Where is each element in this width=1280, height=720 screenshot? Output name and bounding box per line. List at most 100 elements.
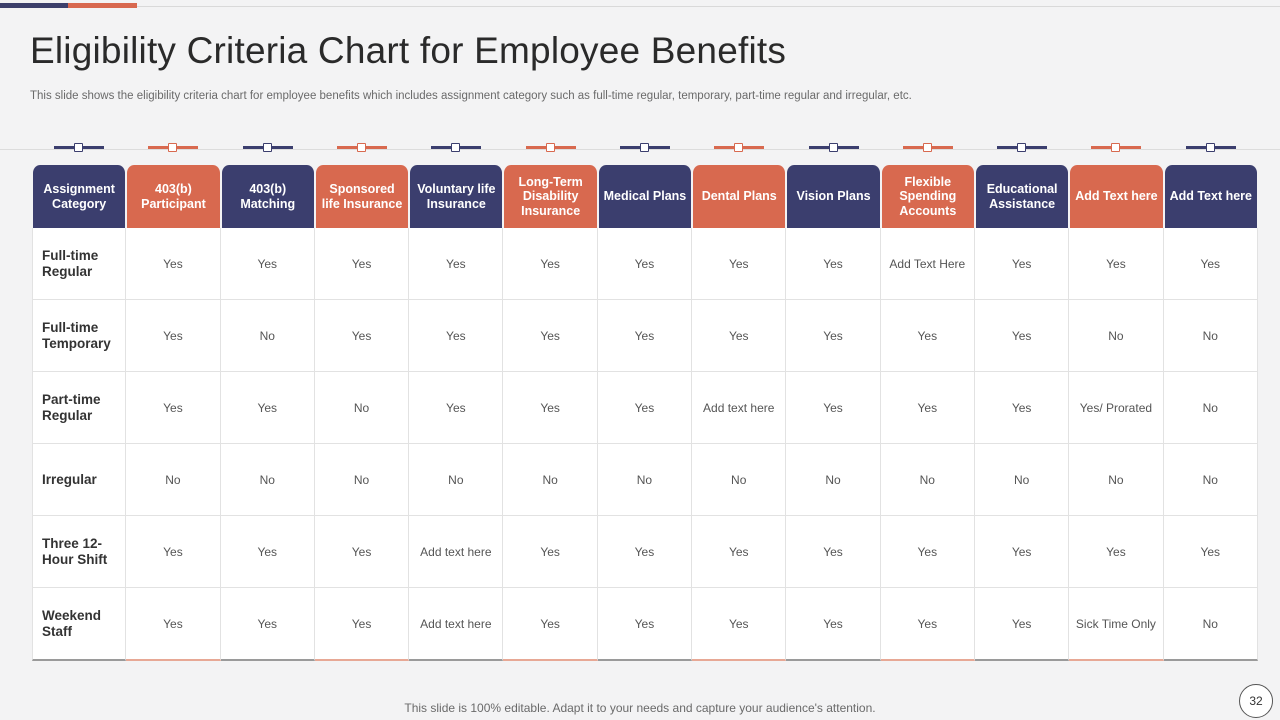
row-category: Full-time Regular xyxy=(32,228,127,300)
table-cell: Yes xyxy=(503,516,598,588)
column-pin xyxy=(1164,142,1258,152)
column-pin xyxy=(32,142,126,152)
column-pin-markers xyxy=(32,142,1258,152)
pin-bar xyxy=(431,142,482,152)
table-cell: Yes xyxy=(880,372,975,444)
table-cell: Yes xyxy=(314,516,410,588)
pin-bar xyxy=(54,142,105,152)
table-cell: Yes xyxy=(880,588,975,661)
table-body: Full-time Regular Yes Yes Yes Yes Yes Yes Yes Ye… xyxy=(32,228,1258,661)
column-pin xyxy=(409,142,503,152)
table-row: Part-time Regular Yes Yes No Yes Yes Yes Add te… xyxy=(32,372,1258,444)
pin-bar xyxy=(525,142,576,152)
table-cell: Yes xyxy=(786,372,881,444)
table-cell: Yes xyxy=(692,516,787,588)
table-cell: Yes xyxy=(786,516,881,588)
table-cell: Yes xyxy=(974,228,1070,300)
table-cell: Yes xyxy=(597,228,693,300)
table-cell: Yes xyxy=(126,228,221,300)
table-cell: No xyxy=(1069,444,1164,516)
table-cell: No xyxy=(126,444,221,516)
table-cell: Yes xyxy=(409,228,504,300)
column-pin xyxy=(692,142,786,152)
pin-dot xyxy=(262,142,272,152)
pin-dot xyxy=(1205,142,1215,152)
table-cell: No xyxy=(1069,300,1164,372)
table-cell: Yes xyxy=(597,372,693,444)
table-cell: Yes xyxy=(880,516,975,588)
table-cell: Yes xyxy=(1163,228,1258,300)
table-row: Irregular No No No No No No No No No No No No xyxy=(32,444,1258,516)
table-cell: Yes xyxy=(597,516,693,588)
table-cell: Yes xyxy=(503,300,598,372)
table-cell: Yes xyxy=(220,228,315,300)
column-header: 403(b) Participant xyxy=(126,165,221,228)
column-header: Educational Assistance xyxy=(974,165,1070,228)
table-cell: No xyxy=(1163,588,1258,661)
table-cell: Yes xyxy=(503,588,598,661)
table-cell: Add text here xyxy=(409,588,504,661)
top-accent-bar xyxy=(0,3,137,8)
pin-bar xyxy=(242,142,293,152)
row-category: Irregular xyxy=(32,444,127,516)
table-header-row: Assignment Category 403(b) Participant 403… xyxy=(32,165,1258,228)
table-cell: Yes xyxy=(880,300,975,372)
pin-bar xyxy=(337,142,388,152)
pin-dot xyxy=(74,142,84,152)
table-cell: No xyxy=(1163,300,1258,372)
table-cell: Yes xyxy=(786,588,881,661)
column-pin xyxy=(126,142,220,152)
table-cell: No xyxy=(1163,444,1258,516)
table-cell: Yes xyxy=(692,588,787,661)
table-cell: Yes xyxy=(974,516,1070,588)
table-cell: Yes xyxy=(692,228,787,300)
page-number: 32 xyxy=(1239,684,1273,718)
column-pin xyxy=(221,142,315,152)
table-row: Full-time Temporary Yes No Yes Yes Yes Yes Yes Y… xyxy=(32,300,1258,372)
row-category: Full-time Temporary xyxy=(32,300,127,372)
column-header: Flexible Spending Accounts xyxy=(880,165,975,228)
table-cell: Sick Time Only xyxy=(1069,588,1164,661)
pin-dot xyxy=(357,142,367,152)
pin-dot xyxy=(168,142,178,152)
footer-note: This slide is 100% editable. Adapt it to… xyxy=(404,701,876,715)
table-row: Weekend Staff Yes Yes Yes Add text here Yes Ye… xyxy=(32,588,1258,661)
column-pin xyxy=(975,142,1069,152)
table-cell: Add text here xyxy=(409,516,504,588)
column-header: Dental Plans xyxy=(692,165,787,228)
table-cell: No xyxy=(314,372,410,444)
table-cell: Yes xyxy=(220,372,315,444)
column-pin xyxy=(881,142,975,152)
pin-bar xyxy=(1185,142,1236,152)
column-pin xyxy=(786,142,880,152)
table-cell: Yes xyxy=(314,588,410,661)
pin-bar xyxy=(619,142,670,152)
table-cell: Yes xyxy=(409,372,504,444)
table-cell: No xyxy=(503,444,598,516)
column-header: Assignment Category xyxy=(32,165,127,228)
table-cell: No xyxy=(1163,372,1258,444)
table-cell: Yes xyxy=(126,300,221,372)
pin-dot xyxy=(734,142,744,152)
pin-bar xyxy=(714,142,765,152)
table-cell: No xyxy=(880,444,975,516)
accent-segment-orange xyxy=(68,3,137,8)
pin-dot xyxy=(451,142,461,152)
table-cell: Yes/ Prorated xyxy=(1069,372,1164,444)
table-cell: No xyxy=(692,444,787,516)
pin-bar xyxy=(808,142,859,152)
slide-subtitle: This slide shows the eligibility criteri… xyxy=(30,90,912,102)
pin-dot xyxy=(1111,142,1121,152)
column-header: Medical Plans xyxy=(597,165,693,228)
row-category: Three 12-Hour Shift xyxy=(32,516,127,588)
table-cell: Yes xyxy=(220,516,315,588)
table-cell: Yes xyxy=(409,300,504,372)
column-header: 403(b) Matching xyxy=(220,165,315,228)
table-cell: Yes xyxy=(503,372,598,444)
column-header: Long-Term Disability Insurance xyxy=(503,165,598,228)
column-pin xyxy=(315,142,409,152)
table-cell: Yes xyxy=(314,300,410,372)
table-cell: Yes xyxy=(974,588,1070,661)
pin-dot xyxy=(1017,142,1027,152)
pin-bar xyxy=(148,142,199,152)
